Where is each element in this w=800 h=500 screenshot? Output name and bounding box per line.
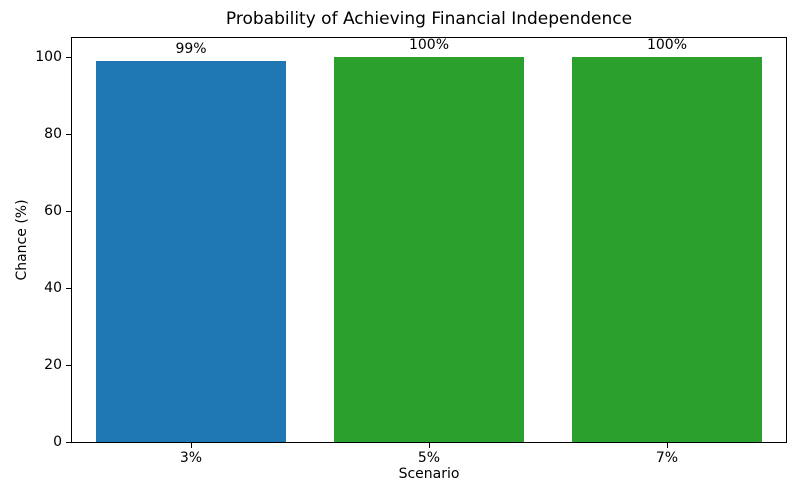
bar-value-label: 100% [408,37,450,54]
bar-7% [571,57,763,442]
y-tick-label: 20 [44,357,62,374]
y-tick-mark [66,442,71,443]
x-tick-label: 5% [417,450,441,466]
bar-value-label: 100% [646,37,688,54]
y-tick-label: 100 [35,49,62,66]
bar-value-label: 99% [175,41,207,58]
x-tick-mark [191,443,192,448]
y-tick-mark [66,288,71,290]
x-tick-label: 7% [655,450,679,466]
x-axis-label: Scenario [398,466,460,482]
y-tick-label: 0 [53,434,62,450]
y-tick-label: 80 [44,126,62,143]
x-tick-mark [667,443,668,448]
bar-5% [333,57,525,442]
chart-title: Probability of Achieving Financial Indep… [225,9,633,29]
y-tick-mark [66,211,71,213]
y-tick-mark [66,134,71,136]
y-tick-label: 40 [44,280,62,297]
x-tick-mark [429,443,430,448]
bar-3% [95,61,287,442]
y-tick-label: 60 [44,203,62,220]
plot-area: 99% 100% 100% [71,37,787,443]
x-tick-label: 3% [179,450,203,466]
y-tick-mark [66,57,71,59]
y-tick-mark [66,365,71,367]
